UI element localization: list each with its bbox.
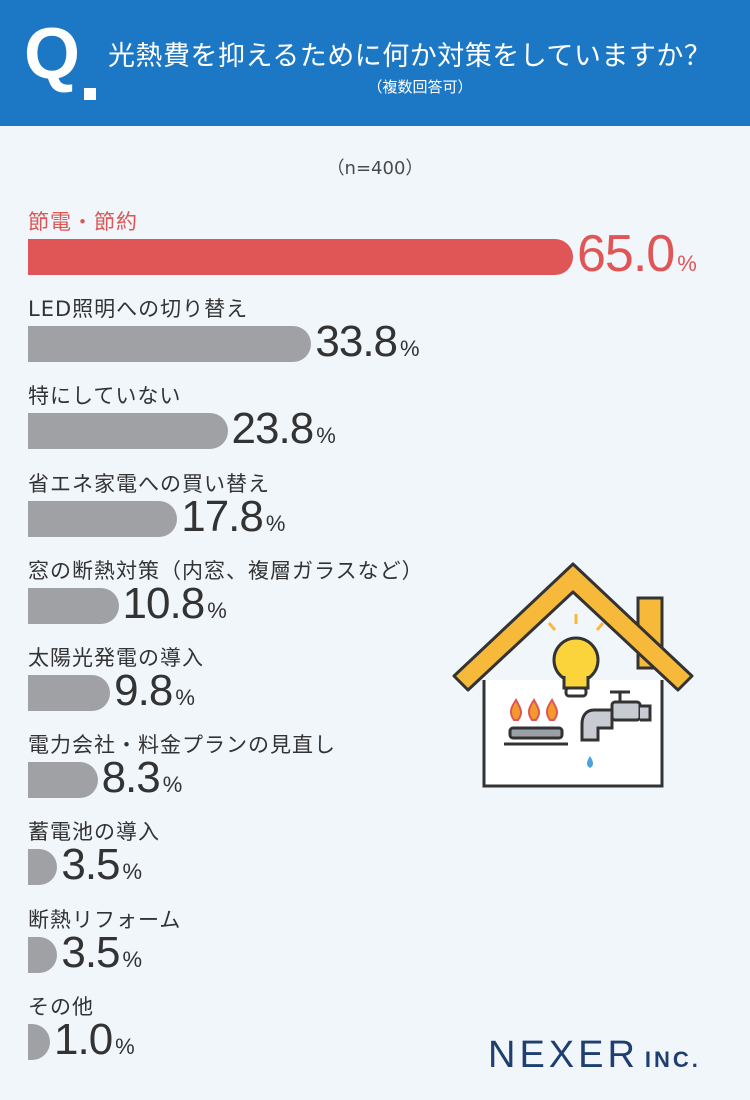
category-label: 窓の断熱対策（内窓、複層ガラスなど） [28,558,424,583]
brand-name: NEXER [488,1034,639,1076]
value-number: 3.5 [61,927,120,977]
value-unit: % [115,1033,135,1059]
category-label: 蓄電池の導入 [28,820,160,845]
category-label: 省エネ家電への買い替え [28,471,270,496]
category-label: 節電・節約 [28,210,138,234]
value-number: 33.8 [315,317,398,367]
value-label: 3.5% [61,840,142,890]
category-label: 電力会社・料金プランの見直し [28,733,336,758]
bar [28,413,228,450]
question-mark-dot [84,88,96,100]
value-number: 1.0 [54,1014,113,1064]
question-mark-letter: Q [24,14,81,94]
nexer-logo: NEXER INC. [488,1034,701,1077]
value-unit: % [265,510,286,536]
value-number: 23.8 [231,404,315,454]
value-label: 9.8% [114,666,195,716]
value-unit: % [162,772,183,798]
question-header: Q 光熱費を抑えるために何か対策をしていますか？ （複数回答可） [0,0,750,126]
category-label: 断熱リフォーム [28,907,182,932]
value-label: 3.5% [61,928,142,978]
bar [28,500,178,537]
value-label: 8.3% [102,753,183,803]
house-illustration-icon [452,560,702,804]
category-label: その他 [28,994,94,1019]
bar [28,849,58,886]
value-label: 65.0% [577,224,697,284]
value-number: 10.8 [122,578,206,628]
value-number: 65.0 [577,225,675,283]
bar [28,587,119,624]
value-label: 10.8% [123,579,227,629]
value-label: 23.8% [232,404,336,454]
value-unit: % [175,685,195,710]
sample-size-label: （n=400） [326,158,424,179]
gas-stove-icon [504,698,568,746]
value-unit: % [677,251,697,276]
value-number: 9.8 [114,666,173,715]
value-unit: % [400,336,420,362]
value-number: 3.5 [61,840,120,890]
value-number: 17.8 [181,491,264,541]
category-label: 太陽光発電の導入 [28,646,204,670]
bar [28,762,98,799]
brand-suffix: INC. [644,1047,701,1072]
category-label: LED照明への切り替え [28,297,249,322]
value-unit: % [316,423,336,449]
value-number: 8.3 [101,753,161,803]
question-title: 光熱費を抑えるために何か対策をしていますか？ [108,41,712,72]
light-bulb-icon [547,614,605,698]
bar [28,936,58,973]
question-subtitle: （複数回答可） [367,78,473,96]
value-label: 1.0% [54,1015,135,1065]
faucet-icon [580,690,652,768]
bar [28,1023,50,1060]
bar [28,239,573,275]
value-label: 17.8% [181,492,285,542]
category-label: 特にしていない [28,384,182,409]
value-unit: % [122,946,143,972]
bar [28,326,312,363]
value-label: 33.8% [315,317,419,367]
bar [28,675,111,711]
value-unit: % [122,859,143,885]
value-unit: % [207,597,227,623]
